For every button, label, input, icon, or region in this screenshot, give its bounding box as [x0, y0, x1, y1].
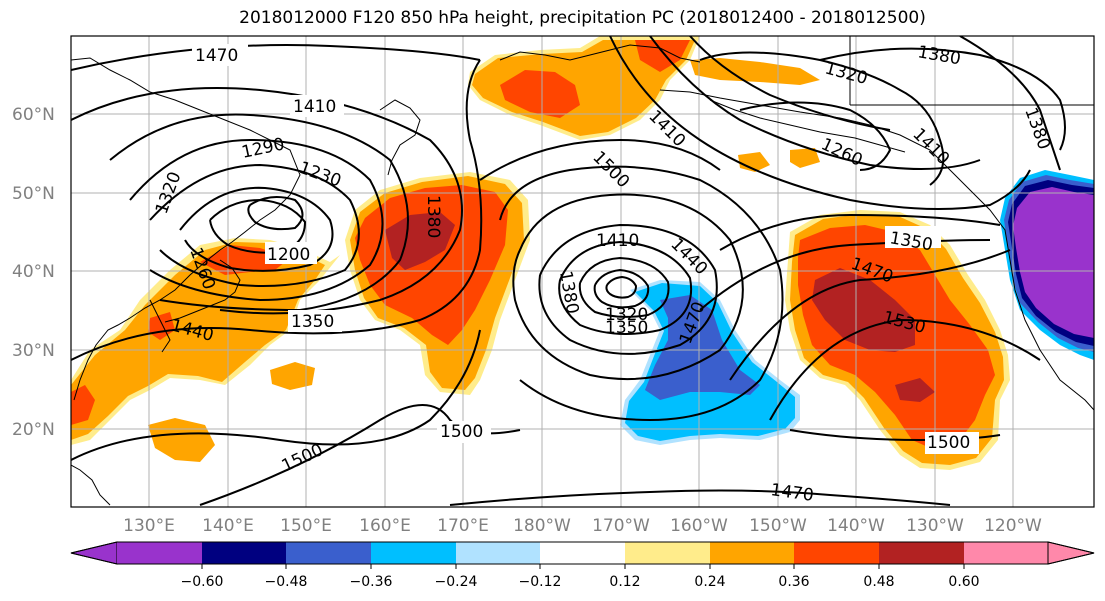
lon-label: 150°E	[280, 516, 332, 536]
contour-label: 1320	[605, 305, 648, 325]
lat-label: 60°N	[12, 105, 55, 125]
contour-label: 1410	[596, 231, 639, 251]
lat-label: 40°N	[12, 262, 55, 282]
colorbar-tick-label: 0.36	[778, 574, 809, 590]
lat-label: 50°N	[12, 184, 55, 204]
lat-label: 20°N	[12, 420, 55, 440]
lon-label: 140°W	[827, 516, 885, 536]
lon-label: 160°W	[670, 516, 728, 536]
colorbar-segment	[710, 542, 794, 564]
colorbar-segment	[625, 542, 710, 564]
colorbar-tick-label: 0.12	[609, 574, 640, 590]
map-title: 2018012000 F120 850 hPa height, precipit…	[239, 8, 926, 28]
precip-region-us-purple	[1013, 187, 1094, 338]
colorbar-tick-label: −0.24	[435, 574, 478, 590]
lon-label: 130°E	[123, 516, 175, 536]
contour-label: 1380	[423, 195, 443, 238]
contour-label: 1500	[927, 433, 970, 453]
precip-region-central-red	[355, 185, 508, 345]
lon-label: 170°E	[437, 516, 489, 536]
colorbar-segment	[286, 542, 371, 564]
height-contours	[71, 36, 1066, 506]
colorbar-tick-label: 0.24	[694, 574, 725, 590]
precip-region-blue-royal	[645, 295, 760, 400]
colorbar-extend-high	[1047, 541, 1095, 565]
precip-region-gulf-small2	[790, 148, 820, 168]
lon-label: 140°E	[202, 516, 254, 536]
precip-region-bering-red	[500, 70, 580, 118]
precip-region-asia-orange	[71, 242, 325, 440]
colorbar-tick-label: 0.60	[948, 574, 979, 590]
lon-label: 160°E	[359, 516, 411, 536]
contour-label: 1350	[291, 312, 334, 332]
colorbar-segment	[794, 542, 879, 564]
colorbar-tick-label: −0.36	[350, 574, 393, 590]
colorbar-segment	[371, 542, 456, 564]
colorbar-segment	[964, 542, 1048, 564]
precip-region-east-darkred2	[895, 378, 935, 402]
colorbar-segment	[117, 542, 202, 564]
colorbar-tick-label: −0.48	[265, 574, 308, 590]
colorbar-extend-low	[70, 541, 118, 565]
precip-region-bering-orange	[472, 40, 695, 136]
lat-label: 30°N	[12, 341, 55, 361]
contour-label: 1200	[267, 245, 310, 265]
colorbar-tick-label: −0.12	[519, 574, 562, 590]
colorbar-tick-label: 0.48	[863, 574, 894, 590]
colorbar-segment	[879, 542, 964, 564]
contour-label: 1500	[440, 422, 483, 442]
longitude-labels: 130°E 140°E 150°E 160°E 170°E 180°W 170°…	[123, 516, 1042, 536]
colorbar-segment	[202, 542, 286, 564]
colorbar: −0.60 −0.48 −0.36 −0.24 −0.12 0.12 0.24 …	[70, 541, 1095, 590]
lon-label: 120°W	[984, 516, 1042, 536]
map-border	[70, 35, 1095, 508]
coastlines	[71, 36, 1094, 506]
lon-label: 180°W	[513, 516, 571, 536]
colorbar-segment	[456, 542, 540, 564]
latitude-labels: 60°N 50°N 40°N 30°N 20°N	[12, 105, 55, 440]
precip-region-small2	[270, 362, 315, 390]
contour-label: 1410	[293, 97, 336, 117]
precip-region-gulf-small1	[738, 152, 770, 172]
lon-label: 150°W	[749, 516, 807, 536]
precip-region-bering-red2	[635, 40, 690, 72]
colorbar-tick-label: −0.60	[181, 574, 224, 590]
lon-label: 170°W	[592, 516, 650, 536]
contour-label: 1470	[195, 46, 238, 66]
colorbar-segment	[540, 542, 625, 564]
lon-label: 130°W	[906, 516, 964, 536]
precip-region-asia-red2	[71, 385, 95, 425]
contour-label: 1350	[605, 318, 648, 338]
precip-region-east-darkred	[812, 268, 915, 352]
